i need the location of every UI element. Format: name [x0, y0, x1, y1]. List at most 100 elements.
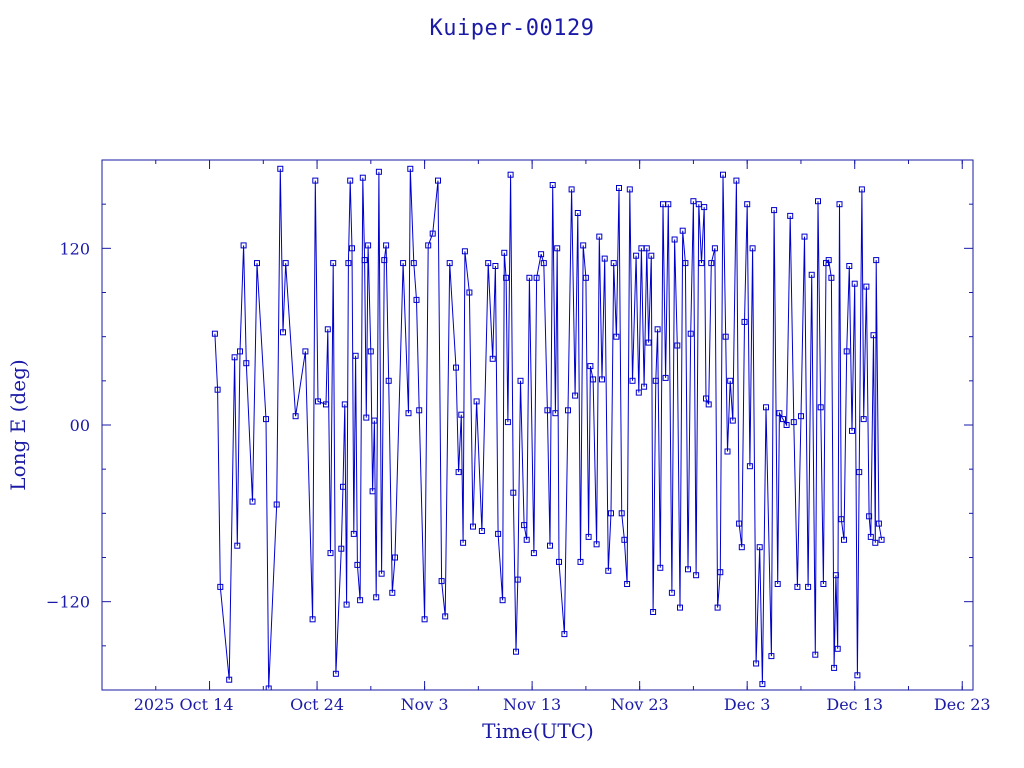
data-point: [875, 520, 882, 527]
data-point: [641, 383, 648, 390]
axis-ticks: [101, 159, 973, 691]
data-point: [674, 342, 681, 349]
data-point: [361, 257, 368, 264]
data-point: [554, 245, 561, 252]
data-point: [359, 174, 366, 181]
data-point: [618, 510, 625, 517]
data-point: [657, 564, 664, 571]
data-point: [292, 413, 299, 420]
data-point: [746, 463, 753, 470]
data-point: [870, 332, 877, 339]
data-point: [708, 260, 715, 267]
data-point: [378, 570, 385, 577]
data-point: [854, 672, 861, 679]
data-point: [815, 198, 821, 205]
data-point: [643, 245, 650, 252]
data-point: [633, 252, 640, 259]
data-point: [849, 427, 855, 434]
data-point: [349, 245, 355, 252]
data-point: [763, 404, 769, 411]
data-point: [577, 558, 584, 565]
data-point: [753, 660, 760, 667]
data-point: [263, 416, 269, 423]
data-point: [834, 645, 841, 652]
data-point: [590, 376, 597, 383]
data-point: [851, 280, 858, 287]
data-point: [729, 417, 736, 424]
data-point: [768, 653, 775, 660]
data-point: [549, 182, 556, 188]
data-point: [552, 410, 559, 417]
data-point: [315, 398, 321, 405]
data-point: [470, 523, 476, 530]
data-point: [629, 377, 636, 384]
y-tick-label: −120: [46, 593, 90, 612]
x-tick-label: Oct 24: [290, 695, 344, 714]
data-point: [838, 516, 845, 523]
data-point: [478, 528, 485, 534]
data-point: [841, 536, 847, 543]
data-point: [790, 419, 797, 426]
data-point: [727, 377, 734, 384]
data-point: [211, 330, 218, 337]
data-point: [787, 212, 794, 219]
data-point: [759, 681, 766, 688]
data-point: [381, 257, 388, 264]
data-point: [312, 177, 319, 184]
data-point: [599, 376, 605, 383]
data-point: [340, 483, 346, 490]
data-point: [831, 664, 838, 671]
data-point: [858, 186, 865, 193]
data-point: [343, 601, 350, 608]
data-point: [309, 616, 316, 623]
data-point: [685, 566, 691, 573]
data-point: [373, 594, 380, 601]
data-point: [499, 597, 506, 604]
data-point: [407, 165, 414, 172]
data-point: [556, 558, 562, 565]
data-point: [234, 542, 241, 549]
data-point: [341, 401, 348, 408]
x-tick-label: Nov 13: [503, 695, 561, 714]
data-point: [435, 177, 441, 184]
data-point: [693, 572, 700, 579]
data-point: [489, 355, 496, 362]
data-point: [485, 260, 492, 267]
data-point: [369, 488, 376, 495]
data-point: [501, 249, 508, 256]
data-point: [580, 242, 587, 249]
data-point: [616, 185, 622, 191]
data-point: [650, 609, 657, 615]
data-point: [771, 207, 778, 214]
data-point: [736, 520, 743, 527]
data-point: [400, 260, 407, 267]
data-point: [749, 245, 756, 252]
data-point: [540, 260, 547, 267]
y-tick-label: 120: [59, 239, 90, 258]
data-point: [352, 352, 359, 359]
data-point: [565, 407, 571, 414]
x-tick-label: Nov 3: [401, 695, 449, 714]
data-point: [825, 257, 832, 264]
data-point: [455, 469, 462, 476]
data-point: [733, 177, 740, 184]
data-point: [466, 289, 473, 296]
data-point: [538, 251, 545, 258]
data-point: [601, 255, 608, 262]
data-point: [621, 536, 628, 543]
data-point: [323, 401, 329, 408]
data-point: [513, 648, 519, 655]
data-point: [846, 263, 853, 269]
data-point: [820, 581, 827, 587]
data-point: [738, 544, 745, 551]
data-point: [365, 242, 372, 249]
data-point: [878, 536, 885, 543]
data-point: [720, 171, 726, 178]
data-point: [413, 296, 420, 303]
data-point: [547, 542, 553, 549]
data-point: [626, 186, 633, 193]
data-point: [574, 210, 581, 216]
data-point: [587, 363, 594, 370]
data-point: [273, 501, 280, 508]
